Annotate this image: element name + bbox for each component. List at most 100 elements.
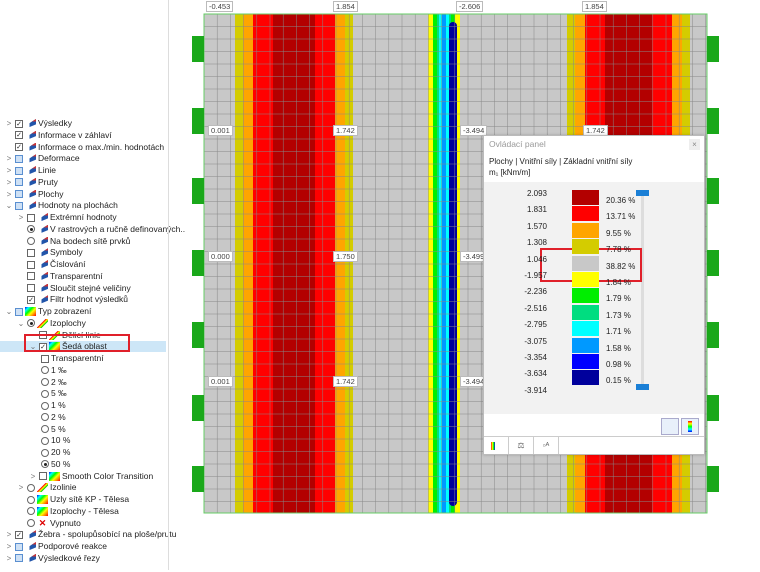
- checkbox[interactable]: ✓: [15, 143, 23, 151]
- checkbox[interactable]: [39, 472, 47, 480]
- tree-item[interactable]: 50 %: [41, 459, 70, 470]
- checkbox[interactable]: [27, 248, 35, 257]
- checkbox[interactable]: [27, 260, 35, 269]
- checkbox[interactable]: [15, 154, 23, 163]
- checkbox[interactable]: [41, 354, 49, 363]
- checkbox[interactable]: [15, 542, 23, 551]
- chevron-right-icon[interactable]: >: [6, 553, 12, 563]
- radio-button[interactable]: [27, 237, 35, 245]
- tree-item[interactable]: > Izolinie: [17, 482, 76, 493]
- tree-item[interactable]: Transparentní: [41, 353, 104, 364]
- checkbox[interactable]: [27, 284, 35, 292]
- tree-item[interactable]: 1 %: [41, 400, 66, 411]
- tree-item[interactable]: > Deformace: [5, 153, 80, 164]
- checkbox[interactable]: ✓: [27, 295, 35, 304]
- tree-item[interactable]: ⌄ Izoplochy: [17, 318, 86, 329]
- slider-bottom-handle[interactable]: [636, 384, 649, 390]
- checkbox[interactable]: [15, 190, 23, 198]
- chevron-right-icon[interactable]: >: [30, 471, 36, 481]
- range-slider[interactable]: [636, 190, 649, 390]
- chevron-right-icon[interactable]: >: [18, 483, 24, 493]
- tab-color-scale[interactable]: [484, 437, 509, 454]
- checkbox[interactable]: [15, 307, 23, 316]
- chevron-right-icon[interactable]: >: [6, 119, 12, 128]
- chevron-right-icon[interactable]: >: [6, 154, 12, 164]
- tree-item[interactable]: ⌄ Hodnoty na plochách: [5, 200, 118, 211]
- radio-button[interactable]: [27, 495, 35, 504]
- radio-button[interactable]: [41, 436, 49, 445]
- radio-button[interactable]: [27, 319, 35, 328]
- tree-item[interactable]: > ✓ Žebra - spolupůsobící na ploše/prutu: [5, 529, 176, 540]
- chevron-down-icon[interactable]: ⌄: [17, 318, 25, 328]
- radio-button[interactable]: [41, 413, 49, 422]
- radio-button[interactable]: [41, 389, 49, 398]
- checkbox[interactable]: [27, 272, 35, 281]
- tree-item[interactable]: 5 %: [41, 424, 66, 435]
- checkbox[interactable]: [15, 166, 23, 175]
- tree-item[interactable]: ✓ Informace o max./min. hodnotách: [5, 142, 164, 153]
- tree-item[interactable]: > ✓ Výsledky: [5, 118, 72, 129]
- chevron-right-icon[interactable]: >: [6, 530, 12, 540]
- tab-factors[interactable]: ▫ᴬ: [534, 437, 559, 454]
- tree-item[interactable]: 2 %: [41, 412, 66, 423]
- radio-button[interactable]: [27, 483, 35, 492]
- tree-item[interactable]: Izoplochy - Tělesa: [17, 506, 119, 517]
- chevron-right-icon[interactable]: >: [6, 177, 12, 187]
- checkbox[interactable]: ✓: [15, 131, 23, 140]
- radio-button[interactable]: [41, 448, 49, 457]
- radio-button[interactable]: [41, 460, 49, 469]
- tree-item[interactable]: Sloučit stejné veličiny: [17, 283, 131, 294]
- tree-item[interactable]: > Smooth Color Transition: [29, 471, 153, 482]
- tree-item-label: 1 %: [51, 400, 66, 410]
- checkbox[interactable]: ✓: [15, 119, 23, 128]
- tree-item[interactable]: 1 ‰: [41, 365, 67, 376]
- radio-button[interactable]: [27, 225, 35, 234]
- close-button[interactable]: ×: [689, 139, 700, 150]
- tree-item[interactable]: Na bodech sítě prvků: [17, 236, 130, 247]
- tree-item[interactable]: ⌄ Typ zobrazení: [5, 306, 91, 317]
- slider-top-handle[interactable]: [636, 190, 649, 196]
- checkbox[interactable]: [15, 178, 23, 187]
- checkbox[interactable]: [27, 213, 35, 222]
- checkbox[interactable]: ✓: [15, 530, 23, 539]
- tree-item[interactable]: > Podporové reakce: [5, 541, 107, 552]
- radio-button[interactable]: [41, 366, 49, 375]
- panel-divider[interactable]: [168, 0, 169, 570]
- tree-item[interactable]: ✓ Informace v záhlaví: [5, 130, 112, 141]
- chevron-down-icon[interactable]: ⌄: [5, 307, 13, 316]
- radio-button[interactable]: [41, 401, 49, 410]
- tree-item[interactable]: 10 %: [41, 435, 70, 446]
- export-button[interactable]: [661, 418, 679, 435]
- chevron-right-icon[interactable]: >: [18, 213, 24, 222]
- checkbox[interactable]: [15, 554, 23, 563]
- tree-item[interactable]: > Linie: [5, 165, 56, 176]
- value-label: 1.750: [333, 251, 358, 262]
- tree-item[interactable]: Číslování: [17, 259, 85, 270]
- tree-item[interactable]: ✓ Filtr hodnot výsledků: [17, 294, 128, 305]
- tree-item[interactable]: Symboly: [17, 247, 83, 258]
- tree-item[interactable]: V rastrových a ručně definovaných..: [17, 224, 185, 235]
- radio-button[interactable]: [27, 507, 35, 516]
- chevron-right-icon[interactable]: >: [6, 542, 12, 551]
- tree-item[interactable]: Transparentní: [17, 271, 103, 282]
- chevron-down-icon[interactable]: ⌄: [29, 342, 37, 352]
- tree-item[interactable]: > Plochy: [5, 189, 64, 200]
- chevron-right-icon[interactable]: >: [6, 189, 12, 199]
- tree-item[interactable]: > Výsledkové řezy: [5, 553, 100, 564]
- color-scale-button[interactable]: [681, 418, 699, 435]
- legend-value: -1.957: [524, 271, 547, 280]
- tab-balance[interactable]: ⚖: [509, 437, 534, 454]
- radio-button[interactable]: [27, 519, 35, 527]
- radio-button[interactable]: [41, 425, 49, 433]
- chevron-right-icon[interactable]: >: [6, 166, 12, 175]
- chevron-down-icon[interactable]: ⌄: [5, 201, 13, 211]
- tree-item[interactable]: 2 ‰: [41, 377, 67, 388]
- tree-item[interactable]: > Pruty: [5, 177, 58, 188]
- tree-item[interactable]: ✕ Vypnuto: [17, 518, 81, 529]
- tree-item[interactable]: Uzly sítě KP - Tělesa: [17, 494, 129, 505]
- radio-button[interactable]: [41, 378, 49, 386]
- tree-item[interactable]: 5 ‰: [41, 388, 67, 399]
- checkbox[interactable]: [15, 201, 23, 210]
- tree-item[interactable]: > Extrémní hodnoty: [17, 212, 117, 223]
- tree-item[interactable]: 20 %: [41, 447, 70, 458]
